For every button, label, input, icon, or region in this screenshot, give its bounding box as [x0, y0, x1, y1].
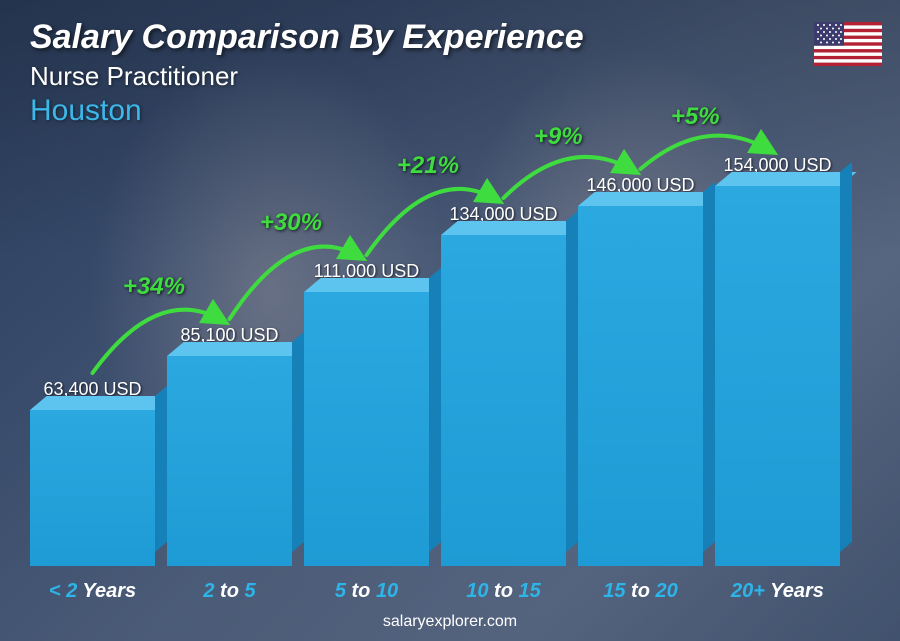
- header: Salary Comparison By Experience Nurse Pr…: [30, 18, 870, 128]
- footer-attribution: salaryexplorer.com: [0, 613, 900, 631]
- bar-group: 111,000 USD: [304, 261, 429, 566]
- x-axis-label: 5 to 10: [304, 580, 429, 603]
- bar-group: 154,000 USD: [715, 155, 840, 566]
- bar-group: 134,000 USD: [441, 204, 566, 566]
- bar-group: 146,000 USD: [578, 175, 703, 566]
- x-axis-labels: < 2 Years 2 to 5 5 to 10 10 to 15 15 to 20 20…: [30, 580, 840, 603]
- bar-group: 85,100 USD: [167, 325, 292, 566]
- bar: [30, 410, 155, 566]
- x-axis-label: < 2 Years: [30, 580, 155, 603]
- bar: [715, 186, 840, 566]
- chart-subtitle: Nurse Practitioner: [30, 61, 870, 92]
- chart-area: 63,400 USD85,100 USD111,000 USD134,000 U…: [30, 150, 840, 566]
- chart-title: Salary Comparison By Experience: [30, 18, 870, 57]
- bar: [167, 356, 292, 566]
- chart-location: Houston: [30, 94, 870, 128]
- bar: [304, 292, 429, 566]
- x-axis-label: 20+ Years: [715, 580, 840, 603]
- bar: [441, 235, 566, 566]
- x-axis-label: 10 to 15: [441, 580, 566, 603]
- bars-container: 63,400 USD85,100 USD111,000 USD134,000 U…: [30, 150, 840, 566]
- x-axis-label: 15 to 20: [578, 580, 703, 603]
- pct-increase-label: +5%: [671, 103, 720, 131]
- bar-group: 63,400 USD: [30, 379, 155, 566]
- bar: [578, 206, 703, 566]
- pct-increase-label: +34%: [123, 273, 185, 301]
- x-axis-label: 2 to 5: [167, 580, 292, 603]
- flag-icon: [814, 22, 882, 66]
- pct-increase-label: +30%: [260, 209, 322, 237]
- pct-increase-label: +21%: [397, 152, 459, 180]
- pct-increase-label: +9%: [534, 123, 583, 151]
